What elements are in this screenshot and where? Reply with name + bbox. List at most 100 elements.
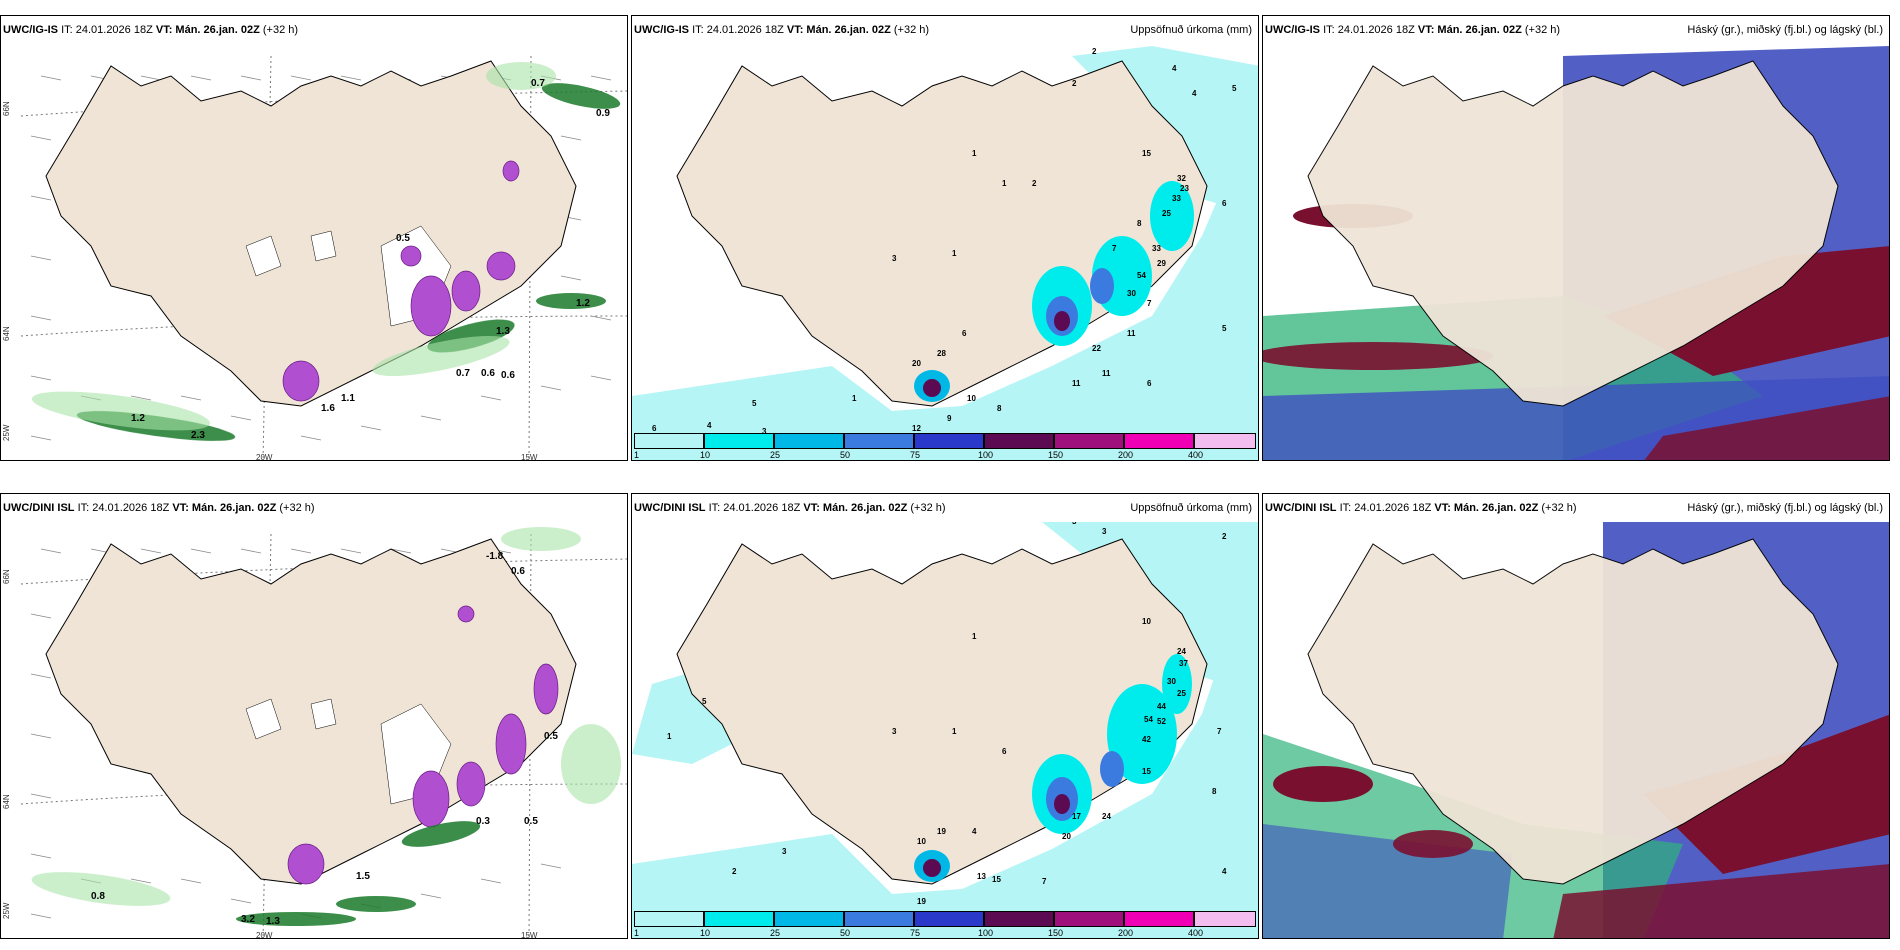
precip-val: 4: [1192, 89, 1197, 98]
precip-val: 54: [1144, 715, 1153, 724]
precip-val: 2: [1072, 79, 1077, 88]
lon-label: 15W: [521, 453, 538, 461]
precip-val: 3: [762, 427, 767, 436]
cloud-map: [1263, 494, 1889, 938]
precip-val: 37: [1179, 659, 1188, 668]
precip-val: 6: [652, 424, 657, 433]
wind-val: 1.5: [356, 871, 370, 882]
valid-time: Mán. 26.jan. 02Z: [1453, 502, 1539, 514]
wind-val: 1.6: [321, 403, 335, 414]
legend-swatch: [1054, 433, 1124, 449]
precip-val: 28: [937, 349, 946, 358]
model-name: UWC/IG-IS: [1265, 24, 1320, 36]
precip-val: 3: [892, 254, 897, 263]
wind-val: 0.6: [511, 566, 525, 577]
wind-val: 1.3: [496, 326, 510, 337]
precip-legend: 1 10 25 50 75 100 150 200 400: [634, 911, 1256, 938]
lon-label: 20W: [256, 931, 273, 939]
precip-val: 1: [667, 732, 672, 741]
vt-label: VT:: [786, 24, 804, 36]
vt-label: VT:: [1417, 24, 1435, 36]
precip-val: 5: [752, 399, 757, 408]
legend-swatch: [634, 433, 704, 449]
wind-val: 2.3: [191, 430, 205, 441]
precip-val: 8: [1212, 787, 1217, 796]
legend-label: 10: [700, 928, 711, 938]
precip-val: 33: [1152, 244, 1161, 253]
legend-label: 200: [1118, 928, 1134, 938]
precip-val: 23: [1180, 184, 1189, 193]
wind-val: 0.5: [524, 816, 538, 827]
precip-val: 6: [1222, 199, 1227, 208]
wind-val: 1.2: [576, 298, 590, 309]
panel-header: UWC/IG-IS IT: 24.01.2026 18Z VT: Mán. 26…: [1, 16, 627, 44]
precip-val: 13: [977, 872, 986, 881]
precip-val: 4: [707, 421, 712, 430]
panel-wind-dini: -1.8 0.6 0.5 0.3 0.8 1.3 3.2 1.5 0.5 66N…: [0, 493, 628, 939]
wind-map: 0.7 0.9 0.5 1.2 1.3 0.7 0.6 0.6 1.1 2.3 …: [2, 55, 627, 461]
init-time: IT: 24.01.2026 18Z: [1323, 24, 1415, 36]
precip-val: 25: [1177, 689, 1186, 698]
precip-val: 22: [1092, 344, 1101, 353]
precip-val: 4: [1222, 867, 1227, 876]
legend-swatch: [634, 911, 704, 927]
lon-label: 15W: [521, 931, 538, 939]
precip-val: 1: [952, 249, 957, 258]
precip-val: 6: [1002, 747, 1007, 756]
precip-val: 7: [1042, 877, 1047, 886]
legend-label: 50: [840, 450, 851, 460]
iceland-land: [45, 60, 577, 407]
precip-val: 9: [947, 414, 952, 423]
cloud-map: [1263, 16, 1889, 460]
model-name: UWC/IG-IS: [3, 24, 58, 36]
precip-val: 7: [1112, 244, 1117, 253]
lat-label: 64N: [2, 326, 11, 341]
lead-time: (+32 h): [910, 502, 946, 514]
legend-label: 10: [700, 450, 711, 460]
precip-val: 12: [912, 424, 921, 433]
precip-val: 3: [892, 727, 897, 736]
lon-label: 20W: [256, 453, 273, 461]
wind-val: 0.9: [596, 108, 610, 119]
wind-val: 0.6: [501, 370, 515, 381]
precip-val: 11: [1072, 379, 1081, 388]
vt-label: VT:: [803, 502, 820, 514]
panel-precip-igis: 2 2 4 5 4 1 15 32 23 33 25 33 29 54 2 1 …: [631, 15, 1259, 461]
precip-val: 2: [1032, 179, 1037, 188]
precip-val: 15: [1142, 767, 1151, 776]
precip-val: 44: [1157, 702, 1166, 711]
precip-val: 2: [732, 867, 737, 876]
legend-swatch: [1194, 911, 1256, 927]
precip-val: 19: [937, 827, 946, 836]
wind-map: -1.8 0.6 0.5 0.3 0.8 1.3 3.2 1.5 0.5 66N…: [2, 527, 627, 939]
precip-val: 10: [967, 394, 976, 403]
precip-val: 4: [1172, 64, 1177, 73]
precip-val: 7: [1147, 299, 1152, 308]
wind-val: 0.7: [456, 368, 470, 379]
iceland-land: [45, 538, 577, 885]
precip-val: 20: [1062, 832, 1071, 841]
precip-map: 3 3 2 1 10 24 37 30 25 44 42 54 52 15 17…: [632, 494, 1258, 938]
legend-swatch: [844, 911, 914, 927]
wind-val: 1.2: [131, 413, 145, 424]
precip-val: 20: [912, 359, 921, 368]
legend-label: 200: [1118, 450, 1134, 460]
init-time: IT: 24.01.2026 18Z: [1339, 502, 1432, 514]
precip-val: 5: [702, 697, 707, 706]
lon-label: 25W: [2, 424, 11, 441]
precip-map: 2 2 4 5 4 1 15 32 23 33 25 33 29 54 2 1 …: [632, 16, 1258, 460]
lat-label: 66N: [2, 101, 11, 116]
legend-label: 25: [770, 928, 781, 938]
legend-swatch: [1124, 911, 1194, 927]
legend-swatch: [1194, 433, 1256, 449]
legend-label: 400: [1188, 928, 1204, 938]
panel-header: UWC/IG-IS IT: 24.01.2026 18Z VT: Mán. 26…: [1263, 16, 1889, 44]
model-name: UWC/DINI ISL: [634, 502, 706, 514]
legend-swatch: [984, 911, 1054, 927]
model-name: UWC/IG-IS: [634, 24, 689, 36]
valid-time: Mán. 26.jan. 02Z: [822, 502, 908, 514]
wind-val: 0.5: [544, 731, 558, 742]
legend-label: 1: [634, 928, 640, 938]
model-name: UWC/DINI ISL: [3, 502, 75, 514]
legend-swatch: [774, 433, 844, 449]
